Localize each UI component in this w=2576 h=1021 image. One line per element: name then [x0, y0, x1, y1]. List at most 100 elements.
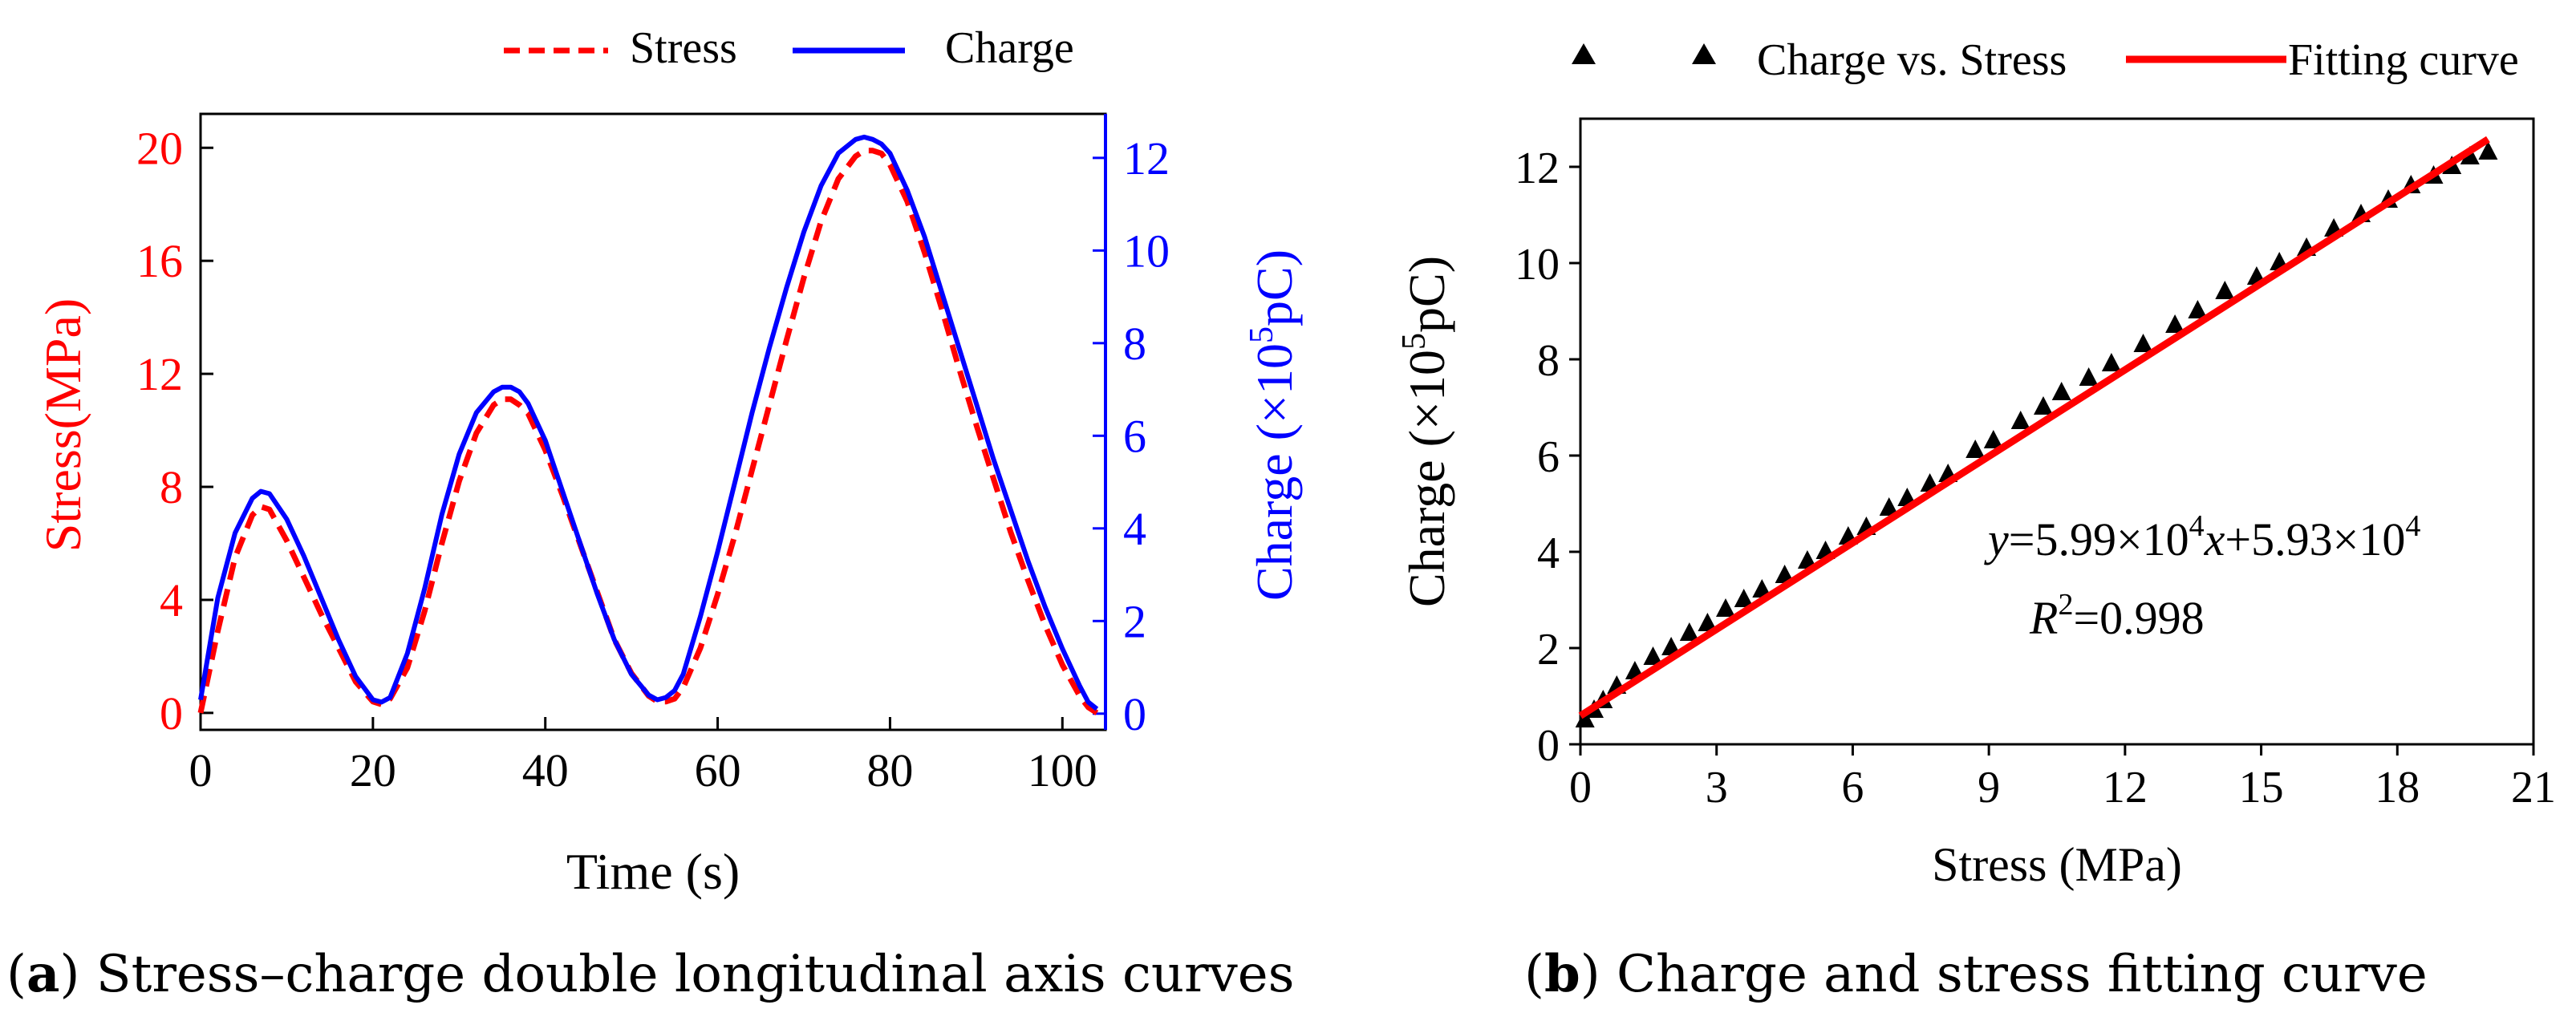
right-axis-label-prefix: Charge (×10	[1246, 343, 1303, 601]
data-point	[1575, 709, 1595, 727]
x-axis-ticks-b: 0 3 6 9 12 15 18 21	[1569, 744, 2556, 812]
eq-exp2: 4	[2405, 509, 2420, 543]
right-tick-label-a: 6	[1123, 410, 1146, 462]
data-point	[1797, 550, 1817, 569]
eq-exp1: 4	[2189, 509, 2205, 543]
legend-triangle-marker-1	[1572, 43, 1596, 64]
data-point	[1698, 613, 1718, 631]
plot-frame-b	[1579, 117, 2535, 746]
right-axis-ticks-a: 0 2 4 6 8 10 12	[1093, 132, 1170, 740]
r-exp: 2	[2058, 588, 2073, 622]
left-tick-label-a: 16	[136, 235, 183, 287]
r-value: =0.998	[2073, 592, 2204, 644]
legend-b: Charge vs. Stress Fitting curve	[1572, 35, 2519, 85]
y-tick-label-b: 10	[1515, 240, 1560, 290]
right-axis-label-sup: 5	[1243, 326, 1280, 343]
data-point	[2215, 281, 2235, 299]
data-point	[1679, 622, 1699, 641]
x-tick-label-a: 60	[695, 744, 741, 796]
data-point	[2165, 314, 2185, 333]
x-tick-label-b: 12	[2103, 763, 2148, 812]
left-tick-label-a: 8	[160, 461, 183, 513]
x-tick-label-a: 100	[1028, 744, 1097, 796]
left-tick-label-a: 20	[136, 122, 183, 174]
eq-part1: =5.99×10	[2009, 513, 2189, 565]
y-axis-ticks-b: 0 2 4 6 8 10 12	[1515, 144, 1580, 771]
x-tick-label-b: 6	[1841, 763, 1864, 812]
data-point	[2188, 300, 2208, 318]
eq-part2: +5.93×10	[2225, 513, 2405, 565]
x-axis-ticks-a: 0 20 40 60 80 100	[189, 717, 1097, 796]
legend-charge-label: Charge	[945, 23, 1074, 73]
data-point	[2051, 382, 2071, 400]
right-tick-label-a: 2	[1123, 595, 1146, 647]
data-point	[2079, 367, 2099, 386]
charge-series-line	[198, 134, 1099, 711]
y-tick-label-b: 2	[1537, 625, 1560, 675]
data-point	[2478, 141, 2498, 160]
caption-b: (b) Charge and stress fitting curve	[1524, 944, 2428, 1004]
data-point	[2101, 353, 2121, 371]
panel-b-fitting-chart: Charge vs. Stress Fitting curve 0 3 6 9 12 15…	[1396, 35, 2556, 1004]
fit-r-squared: R2=0.998	[2029, 588, 2205, 644]
data-point	[1983, 430, 2003, 448]
fitting-curve-line	[1578, 136, 2490, 719]
x-tick-label-a: 20	[350, 744, 396, 796]
data-point	[2010, 411, 2030, 429]
x-tick-label-b: 9	[1978, 763, 2000, 812]
eq-y-var: y	[1984, 513, 2009, 565]
legend-stress-label: Stress	[630, 23, 737, 73]
legend-a: Stress Charge	[504, 23, 1074, 73]
data-point	[1879, 497, 1899, 516]
y-axis-label-b-sup: 5	[1396, 333, 1433, 350]
data-point	[1661, 637, 1681, 655]
x-tick-label-b: 18	[2375, 763, 2420, 812]
left-tick-label-a: 4	[160, 574, 183, 626]
x-axis-label-b: Stress (MPa)	[1932, 838, 2182, 891]
right-axis-label-suffix: pC)	[1246, 249, 1303, 326]
x-tick-label-a: 0	[189, 744, 213, 796]
x-tick-label-b: 0	[1569, 763, 1592, 812]
y-axis-label-b-suffix: pC)	[1398, 256, 1455, 333]
right-tick-label-a: 4	[1123, 503, 1146, 555]
caption-a: (a) Stress–charge double longitudinal ax…	[6, 944, 1295, 1004]
panel-a-stress-charge-chart: Stress Charge 0 20 40 60 80 100 0 4 8 12 16 20 0 2 4…	[6, 23, 1303, 1004]
left-axis-ticks-a: 0 4 8 12 16 20	[136, 122, 213, 739]
x-tick-label-a: 80	[866, 744, 913, 796]
caption-b-label: b	[1544, 944, 1580, 1004]
right-tick-label-a: 0	[1123, 688, 1146, 740]
data-point	[1716, 598, 1735, 617]
data-point	[1775, 565, 1795, 583]
data-point	[1965, 440, 1986, 458]
x-tick-label-b: 21	[2511, 763, 2556, 812]
x-tick-label-b: 15	[2239, 763, 2284, 812]
right-axis-label-a: Charge (×105pC)	[1243, 249, 1303, 601]
legend-points-label: Charge vs. Stress	[1757, 35, 2067, 85]
data-point	[1752, 579, 1772, 598]
r-var: R	[2029, 592, 2058, 644]
x-tick-label-a: 40	[522, 744, 569, 796]
right-tick-label-a: 12	[1123, 132, 1170, 184]
y-tick-label-b: 6	[1537, 432, 1560, 482]
legend-fit-label: Fitting curve	[2288, 35, 2519, 85]
eq-x-var: x	[2204, 513, 2225, 565]
right-tick-label-a: 8	[1123, 318, 1146, 370]
data-point	[1643, 646, 1663, 665]
caption-a-label: a	[26, 944, 59, 1004]
y-tick-label-b: 0	[1537, 721, 1560, 771]
y-tick-label-b: 12	[1515, 144, 1560, 193]
left-tick-label-a: 12	[136, 348, 183, 400]
legend-triangle-marker-2	[1692, 43, 1716, 64]
data-point	[2133, 334, 2153, 352]
data-point	[2034, 396, 2053, 415]
left-axis-label-a: Stress(MPa)	[34, 298, 91, 552]
y-axis-label-b: Charge (×105pC)	[1396, 256, 1455, 607]
caption-a-text: Stress–charge double longitudinal axis c…	[79, 945, 1294, 1004]
data-point	[2460, 146, 2480, 164]
caption-b-text: Charge and stress fitting curve	[1600, 945, 2428, 1004]
right-tick-label-a: 10	[1123, 225, 1170, 277]
y-tick-label-b: 8	[1537, 336, 1560, 386]
x-tick-label-b: 3	[1706, 763, 1728, 812]
fit-equation: y=5.99×104x+5.93×104	[1984, 509, 2420, 565]
